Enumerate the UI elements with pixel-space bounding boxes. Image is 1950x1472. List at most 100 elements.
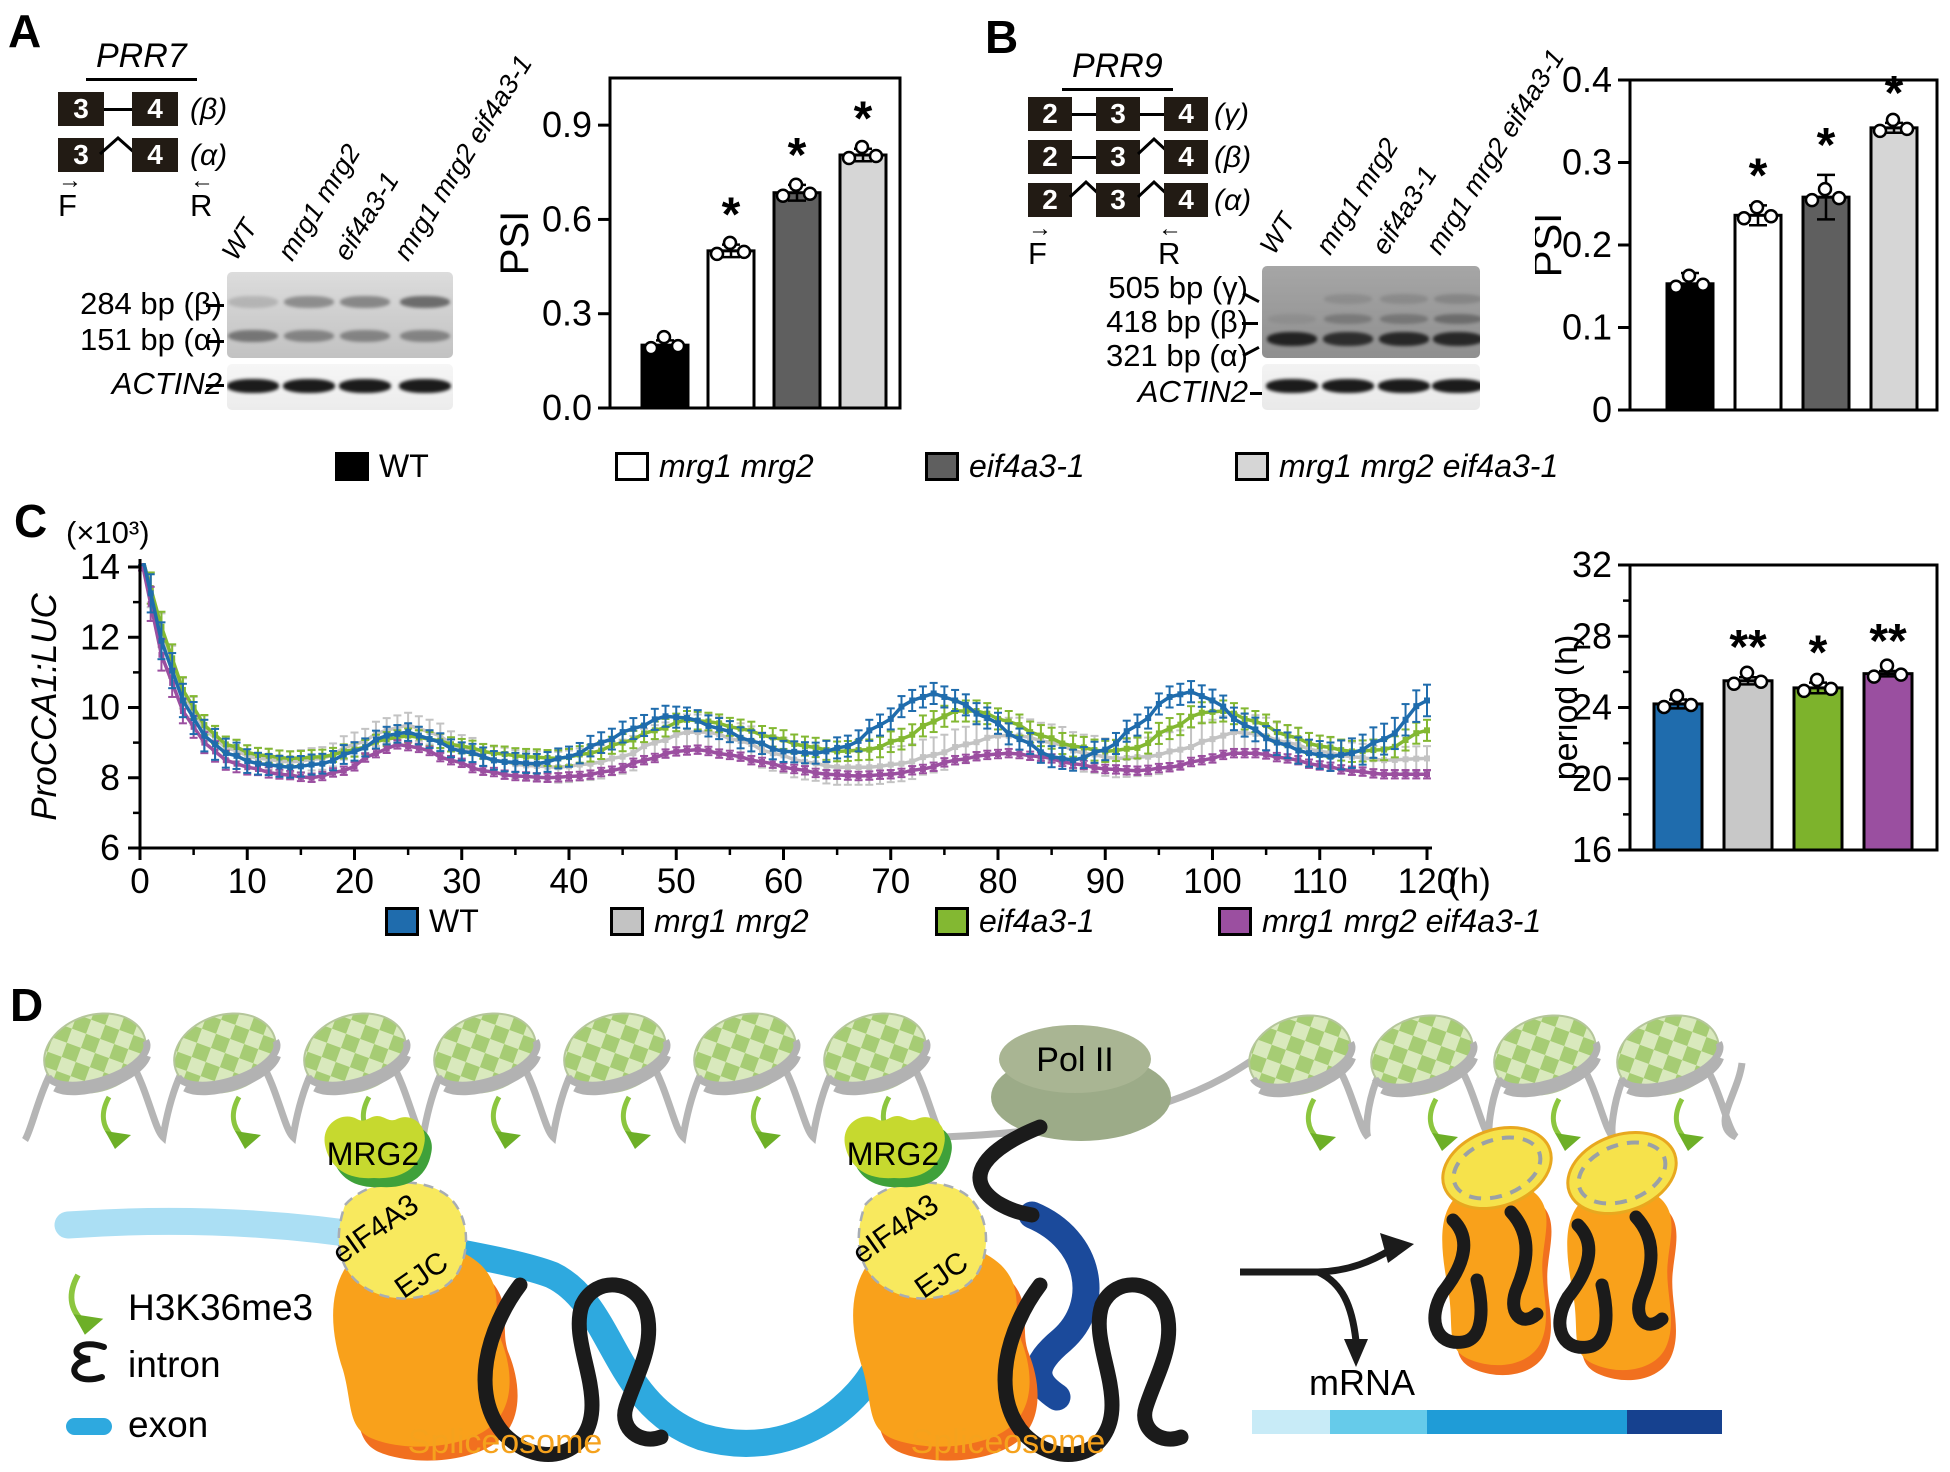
nucleosome [554, 1001, 677, 1105]
data-point [1695, 277, 1711, 293]
bar-WT [1652, 702, 1704, 852]
gel-band [283, 379, 335, 393]
luciferase-line-chart: 6 8 10 12 14 0 10 20 30 40 50 60 70 80 90 100 110 120(h) (… [25, 515, 1491, 901]
intron-line [1140, 113, 1164, 116]
arrowhead-down-icon [1344, 1339, 1368, 1367]
x-tick-label: 50 [657, 862, 696, 901]
exon-tube-navy [1018, 1201, 1100, 1411]
gel-band [1379, 332, 1429, 346]
exon-box: 4 [132, 138, 178, 172]
gel-image-actin2-b [1262, 364, 1480, 410]
legend-swatch [925, 452, 959, 481]
y-tick-label: 0.3 [542, 293, 592, 334]
gel-band [399, 379, 451, 393]
significance-star: * [1809, 627, 1828, 680]
arrow-left-icon: ← [190, 167, 214, 194]
exon-box: 3 [58, 138, 104, 172]
gel-band [1380, 294, 1428, 304]
significance-star: * [1817, 119, 1836, 172]
data-point [1736, 211, 1752, 226]
y-tick-label: 0.1 [1562, 307, 1612, 348]
data-point [722, 235, 738, 251]
h3k36me3-mark [103, 1097, 131, 1149]
nucleosome [34, 1001, 157, 1105]
legend-swatch [335, 452, 369, 481]
nucleosome [164, 1001, 287, 1105]
data-point [1872, 123, 1888, 139]
gel-band [227, 379, 279, 393]
y-tick-label: 6 [100, 827, 120, 868]
x-tick-label: 40 [550, 862, 589, 901]
isoform-label: (β) [1214, 141, 1252, 174]
band-label-151: 151 bp (α) [80, 322, 222, 357]
legend-item-mrg1mrg2: mrg1 mrg2 [615, 448, 814, 485]
gel-band [284, 330, 334, 342]
intron-polii [972, 1119, 1048, 1223]
gel-band [1266, 379, 1318, 393]
gel-band [1322, 379, 1374, 393]
y-tick-label: 8 [100, 757, 120, 798]
spliceosome-label-1: Spliceosome [408, 1423, 603, 1461]
h3k36me3-mark [753, 1097, 781, 1149]
y-tick-label: 12 [80, 616, 120, 657]
significance-star: * [854, 93, 873, 146]
gel-band [339, 379, 391, 393]
gel-band [284, 296, 334, 308]
legend-item-triple: mrg1 mrg2 eif4a3-1 [1235, 448, 1558, 485]
data-point [802, 186, 818, 201]
y-tick-label: 14 [80, 546, 120, 587]
y-tick-label: 0.2 [1562, 224, 1612, 265]
psi-chart-prr9: 0 0.1 0.2 0.3 0.4 * * * PSI [1535, 59, 1939, 430]
band-connector [1242, 322, 1258, 325]
significance-star: ** [1869, 615, 1907, 668]
arrowhead-up-icon [1380, 1233, 1414, 1263]
data-point [1817, 181, 1833, 197]
mrna-bar [1252, 1410, 1722, 1434]
x-tick-label: 10 [228, 862, 267, 901]
isoform-label: (α) [190, 139, 228, 172]
exon-box: 4 [132, 92, 178, 126]
bar-mrg1-mrg2 [1722, 679, 1774, 852]
gene-title-prr7: PRR7 [86, 37, 197, 82]
panel-label-c: C [14, 495, 48, 547]
exon-box: 4 [1164, 183, 1208, 217]
y-tick-label: 0.3 [1562, 142, 1612, 183]
data-point [775, 188, 791, 203]
data-point [1885, 112, 1901, 128]
data-point [868, 148, 884, 164]
primer-f: → F [1028, 215, 1052, 271]
h3k36me3-mark [493, 1097, 521, 1149]
data-point [1893, 667, 1909, 682]
intron-loop [1094, 1277, 1189, 1447]
gel-band [1432, 379, 1480, 393]
bar-eif4a3-1 [1792, 686, 1844, 852]
gel-band [340, 330, 390, 342]
pol-ii-label: Pol II [1036, 1041, 1113, 1079]
intron-loop [574, 1277, 669, 1447]
data-point [1669, 688, 1685, 704]
exon-box: 3 [1096, 140, 1140, 174]
legend-swatch [1218, 907, 1252, 936]
isoform-label: (α) [1214, 184, 1252, 217]
nucleosome [1239, 1003, 1362, 1107]
gel-image-prr7 [227, 272, 453, 358]
bar-eif4a3-1 [1801, 195, 1851, 412]
bar-mrg1-mrg2 [706, 249, 756, 410]
spliceosome-label-2: Spliceosome [911, 1423, 1106, 1461]
gel-band [1267, 332, 1317, 346]
band-label-321: 321 bp (α) [1106, 338, 1248, 373]
legend-swatch [615, 452, 649, 481]
data-point [1763, 209, 1779, 224]
panel-label-d: D [10, 979, 44, 1031]
branch-down [1316, 1268, 1360, 1342]
data-point [1656, 699, 1672, 715]
y-tick-label: 24 [1572, 687, 1612, 728]
data-point [1809, 672, 1825, 688]
band-label-284: 284 bp (β) [80, 286, 222, 321]
gel-band [1380, 314, 1428, 324]
mrg2-label: MRG2 [327, 1136, 419, 1172]
legend-item-wt-c: WT [385, 903, 479, 940]
series-WT [138, 563, 1431, 779]
